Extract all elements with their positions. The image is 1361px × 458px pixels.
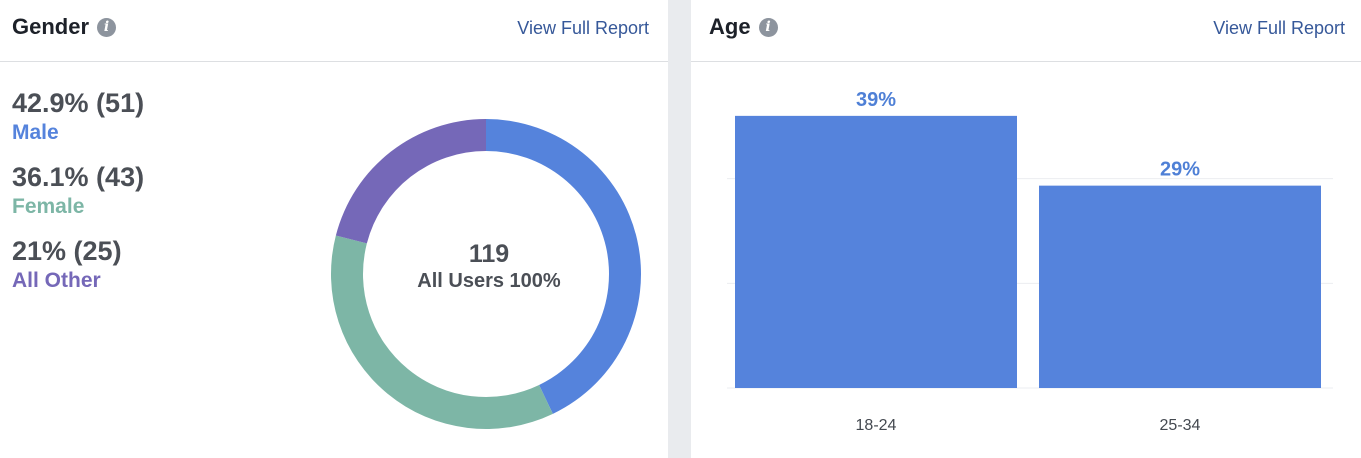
age-bar-chart: 39% 18-24 29% 25-34 (727, 89, 1333, 434)
info-icon[interactable]: i (758, 17, 778, 37)
x-tick-label: 18-24 (856, 417, 897, 434)
age-bar-25-34[interactable] (1039, 185, 1321, 388)
stat-value: 42.9% (51) (12, 88, 145, 118)
gender-stat-female: 36.1% (43) Female (12, 161, 144, 221)
age-panel: Age i View Full Report 39% 18-24 29% 25-34 (691, 0, 1361, 458)
gender-panel: Gender i View Full Report 42.9% (51) Mal… (0, 0, 668, 458)
donut-slice-male[interactable] (486, 119, 641, 414)
stat-value: 36.1% (43) (12, 162, 145, 192)
donut-total-count: 119 (468, 240, 510, 268)
info-icon[interactable]: i (97, 17, 117, 37)
age-panel-header: Age i View Full Report (691, 0, 1361, 62)
gender-stat-male: 42.9% (51) Male (12, 87, 144, 147)
donut-total-label: All Users 100% (417, 270, 561, 292)
bar-value-label: 39% (856, 89, 896, 111)
gender-stat-other: 21% (25) All Other (12, 235, 122, 295)
x-tick-label: 25-34 (1160, 417, 1201, 434)
gender-view-full-report-link[interactable]: View Full Report (517, 18, 649, 38)
age-view-full-report-link[interactable]: View Full Report (1213, 18, 1345, 38)
donut-slice-female[interactable] (331, 235, 553, 429)
donut-slice-all-other[interactable] (335, 119, 486, 244)
age-title-wrap: Age i (709, 14, 778, 40)
gender-donut-chart (331, 119, 641, 429)
stat-label-female: Female (12, 195, 85, 218)
gender-panel-header: Gender i View Full Report (0, 0, 668, 62)
bar-value-label: 29% (1160, 159, 1200, 181)
age-bar-18-24[interactable] (735, 115, 1017, 388)
age-title: Age (709, 14, 751, 39)
gender-title: Gender (12, 14, 90, 39)
stat-label-male: Male (12, 121, 59, 144)
stat-label-other: All Other (12, 269, 101, 292)
stat-value: 21% (25) (12, 236, 122, 266)
gender-title-wrap: Gender i (12, 14, 117, 40)
